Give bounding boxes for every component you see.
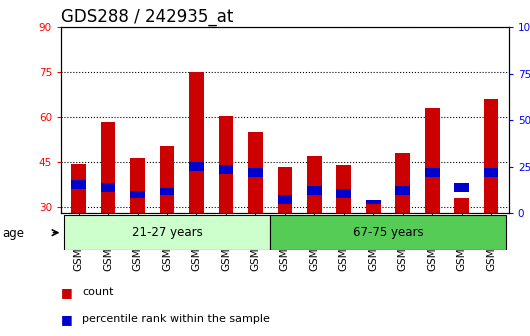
FancyBboxPatch shape xyxy=(270,215,506,250)
Bar xyxy=(130,191,145,198)
Bar xyxy=(160,188,174,195)
Bar xyxy=(425,108,439,213)
Bar xyxy=(454,198,469,213)
Bar xyxy=(307,186,322,195)
Bar xyxy=(366,203,381,213)
Bar xyxy=(454,183,469,192)
Bar xyxy=(160,146,174,213)
Bar xyxy=(248,168,263,177)
Text: ■: ■ xyxy=(61,286,73,299)
Bar xyxy=(101,122,116,213)
Text: 67-75 years: 67-75 years xyxy=(352,226,423,239)
Bar xyxy=(218,116,233,213)
Bar xyxy=(278,195,292,204)
Bar xyxy=(248,132,263,213)
Bar xyxy=(189,72,204,213)
Bar xyxy=(366,200,381,204)
Text: percentile rank within the sample: percentile rank within the sample xyxy=(82,314,270,324)
Text: count: count xyxy=(82,287,113,297)
Bar xyxy=(101,183,116,192)
Bar xyxy=(71,164,86,213)
Bar xyxy=(130,158,145,213)
Text: ■: ■ xyxy=(61,313,73,326)
Bar xyxy=(337,189,351,198)
Bar xyxy=(189,162,204,171)
Bar xyxy=(218,165,233,174)
Bar xyxy=(484,168,499,177)
Text: 21-27 years: 21-27 years xyxy=(131,226,202,239)
Bar xyxy=(395,153,410,213)
Bar xyxy=(278,167,292,213)
Text: GDS288 / 242935_at: GDS288 / 242935_at xyxy=(61,8,233,26)
Bar xyxy=(484,99,499,213)
Bar xyxy=(307,156,322,213)
Bar xyxy=(395,186,410,195)
Bar xyxy=(71,180,86,189)
Bar xyxy=(337,165,351,213)
FancyBboxPatch shape xyxy=(64,215,270,250)
Bar xyxy=(425,168,439,177)
Text: age: age xyxy=(3,227,25,240)
